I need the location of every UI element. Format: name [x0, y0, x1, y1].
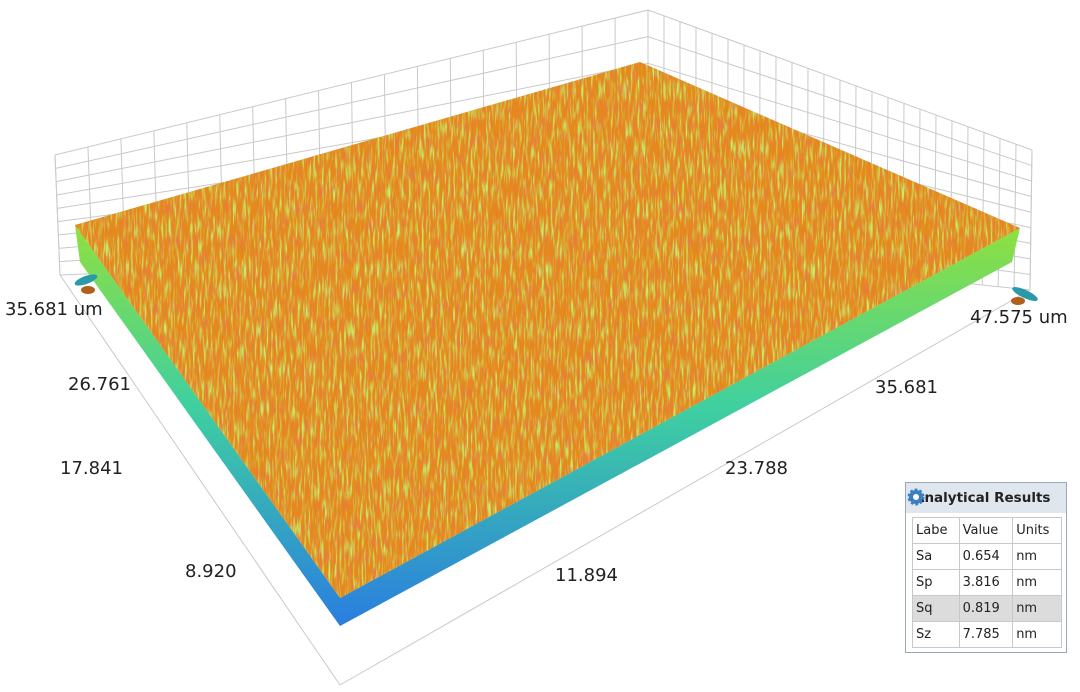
- grid-line: [647, 36, 1032, 167]
- table-cell: nm: [1012, 595, 1062, 622]
- right-handle: [1011, 287, 1038, 305]
- table-cell: nm: [1012, 621, 1062, 648]
- panel-title: Analytical Results: [914, 490, 1051, 506]
- table-cell: 7.785: [958, 621, 1014, 648]
- table-row[interactable]: Sz 7.785 nm: [912, 621, 1062, 648]
- grid-line: [56, 62, 649, 183]
- table-cell: Sz: [912, 621, 960, 648]
- axis-label: 47.575 um: [970, 307, 1068, 328]
- results-table: Labe Value Units Sa 0.654 nm Sp 3.816 nm Sq 0.819 n…: [912, 517, 1062, 648]
- grid-line: [1013, 144, 1017, 289]
- grid-edge: [54, 154, 61, 276]
- grid-line: [55, 36, 649, 169]
- settings-button[interactable]: [906, 487, 926, 507]
- grid-line: [54, 9, 649, 156]
- table-row[interactable]: Sp 3.816 nm: [912, 569, 1062, 596]
- table-cell: Value: [958, 517, 1014, 544]
- surface-side-left: [75, 225, 340, 626]
- left-handle: [74, 274, 98, 294]
- table-cell: Sp: [912, 569, 960, 596]
- grid-line: [647, 62, 1032, 182]
- table-cell: nm: [1012, 543, 1062, 570]
- table-cell: 3.816: [958, 569, 1014, 596]
- axis-label: 26.761: [68, 374, 131, 395]
- table-cell: 0.819: [958, 595, 1014, 622]
- grid-edge: [59, 274, 341, 686]
- axis-label: 35.681 um: [5, 299, 103, 320]
- grid-edge: [339, 289, 1031, 686]
- axis-label: 11.894: [555, 565, 618, 586]
- table-cell: 0.654: [958, 543, 1014, 570]
- panel-header: Analytical Results: [906, 483, 1066, 513]
- table-row[interactable]: Labe Value Units: [912, 517, 1062, 544]
- axis-label: 23.788: [725, 458, 788, 479]
- table-cell: Labe: [912, 517, 960, 544]
- table-cell: Sa: [912, 543, 960, 570]
- grid-edge: [1029, 149, 1033, 291]
- table-cell: Sq: [912, 595, 960, 622]
- axis-label: 35.681: [875, 377, 938, 398]
- table-cell: Units: [1012, 517, 1062, 544]
- axis-label: 17.841: [60, 458, 123, 479]
- axis-label: 8.920: [185, 561, 237, 582]
- table-row[interactable]: Sa 0.654 nm: [912, 543, 1062, 570]
- table-row[interactable]: Sq 0.819 nm: [912, 595, 1062, 622]
- grid-line: [647, 9, 1033, 151]
- analytical-results-panel: Analytical Results Labe Value Units Sa 0.654…: [905, 482, 1067, 653]
- surface-side-right: [340, 228, 1020, 626]
- table-cell: nm: [1012, 569, 1062, 596]
